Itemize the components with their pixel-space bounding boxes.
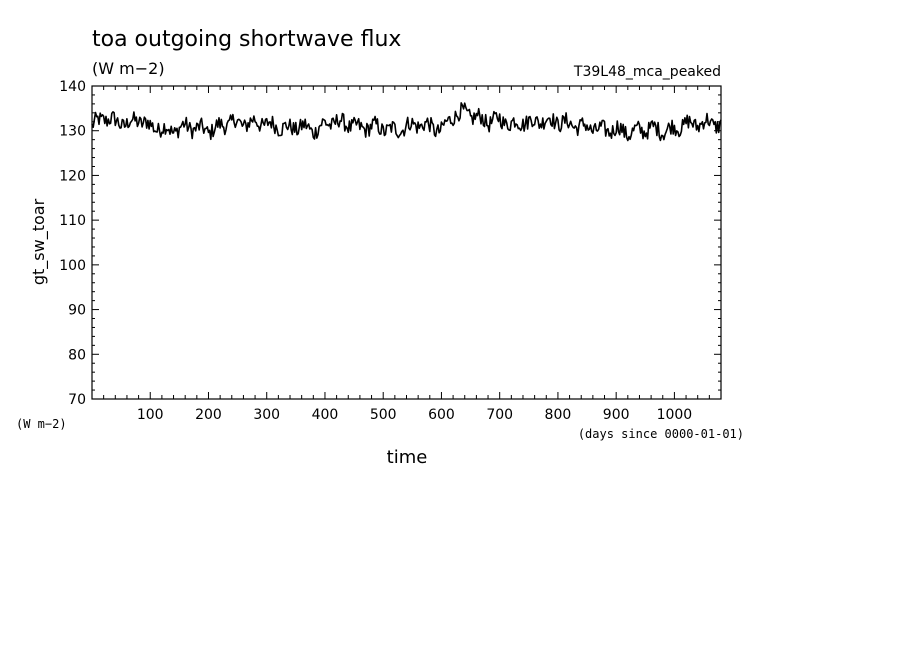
x-axis-ticks: 100 200 300 400 500 600 700 800 900 1000 bbox=[103, 86, 710, 423]
plot-area bbox=[91, 102, 722, 142]
y-axis-label: gt_sw_toar bbox=[29, 198, 49, 285]
y-tick-label: 140 bbox=[59, 79, 86, 95]
x-tick-label: 500 bbox=[370, 407, 397, 423]
run-label: T39L48_mca_peaked bbox=[573, 64, 721, 80]
x-tick-label: 400 bbox=[312, 407, 339, 423]
x-tick-label: 700 bbox=[486, 407, 513, 423]
x-axis-label: time bbox=[387, 447, 428, 468]
y-tick-label: 130 bbox=[59, 124, 86, 140]
y-tick-label: 80 bbox=[68, 347, 86, 363]
y-axis-units: (W m−2) bbox=[16, 417, 67, 431]
y-tick-label: 70 bbox=[68, 392, 86, 408]
series-line bbox=[91, 102, 722, 142]
y-tick-label: 100 bbox=[59, 258, 86, 274]
y-tick-label: 110 bbox=[59, 213, 86, 229]
x-tick-label: 100 bbox=[137, 407, 164, 423]
x-tick-label: 200 bbox=[195, 407, 222, 423]
y-axis-ticks: 70 80 90 100 110 120 130 140 bbox=[59, 79, 721, 408]
x-tick-label: 600 bbox=[428, 407, 455, 423]
y-tick-label: 120 bbox=[59, 168, 86, 184]
x-tick-label: 800 bbox=[545, 407, 572, 423]
title-units: (W m−2) bbox=[92, 59, 165, 78]
chart-title: toa outgoing shortwave flux bbox=[92, 27, 401, 52]
x-axis-units: (days since 0000-01-01) bbox=[578, 427, 744, 441]
x-tick-label: 1000 bbox=[657, 407, 693, 423]
x-tick-label: 900 bbox=[603, 407, 630, 423]
y-tick-label: 90 bbox=[68, 303, 86, 319]
x-tick-label: 300 bbox=[253, 407, 280, 423]
